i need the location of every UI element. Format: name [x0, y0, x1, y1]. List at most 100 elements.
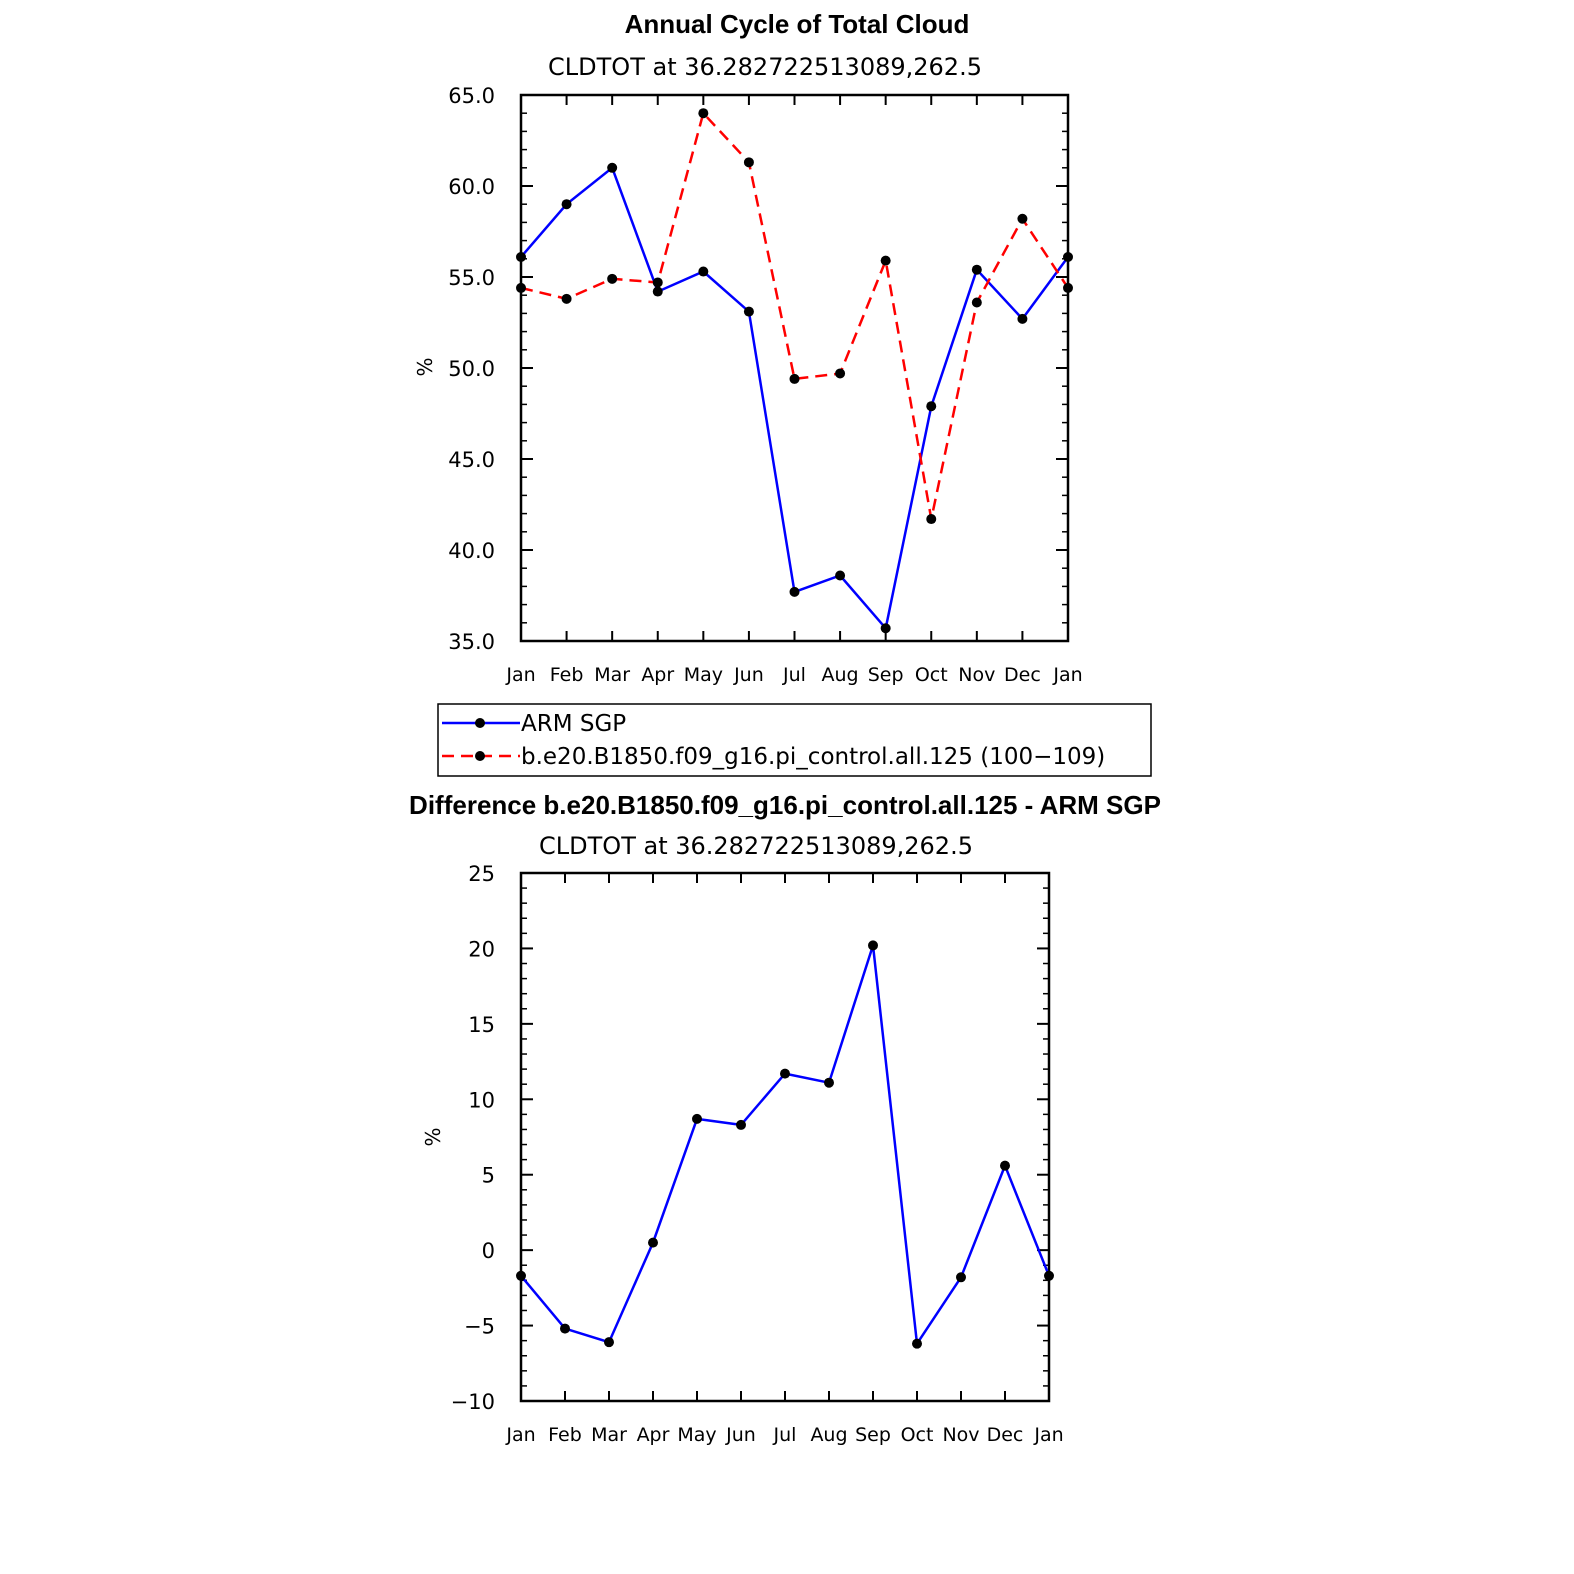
x-tick-label: Jan	[1052, 664, 1082, 686]
data-point	[692, 1113, 702, 1124]
y-tick-label: 20	[468, 937, 495, 961]
x-tick-label: Sep	[868, 664, 904, 686]
legend-marker-model	[475, 751, 485, 761]
data-point	[880, 623, 891, 634]
legend-label-model: b.e20.B1850.f09_g16.pi_control.all.125 (…	[521, 744, 1105, 770]
data-point	[736, 1119, 746, 1130]
data-point	[607, 273, 618, 284]
x-tick-label: Aug	[822, 664, 859, 686]
data-marks	[516, 940, 1054, 1349]
data-point	[743, 306, 754, 317]
x-tick-label: Apr	[641, 664, 674, 686]
y-tick-label: 45.0	[448, 448, 495, 472]
y-tick-label: −5	[464, 1315, 495, 1339]
data-point	[516, 1270, 526, 1281]
series-line	[520, 165, 1070, 632]
x-tick-label: Sep	[855, 1424, 891, 1446]
y-tick-label: 35.0	[448, 630, 495, 654]
data-point	[789, 373, 800, 384]
x-tick-label: Oct	[915, 664, 948, 686]
legend: ARM SGP b.e20.B1850.f09_g16.pi_control.a…	[437, 703, 1152, 777]
data-point	[743, 157, 754, 168]
data-point	[868, 940, 878, 951]
plot-frame	[519, 871, 1051, 1403]
y-tick-label: 65.0	[448, 84, 495, 108]
chart-subtitle: CLDTOT at 36.282722513089,262.5	[539, 832, 973, 860]
data-point	[789, 586, 800, 597]
data-point	[926, 401, 937, 412]
data-point	[648, 1237, 658, 1248]
x-tick-label: May	[684, 664, 723, 686]
data-point	[824, 1077, 834, 1088]
data-point	[561, 293, 572, 304]
x-tick-label: Feb	[548, 1424, 582, 1446]
data-point	[698, 266, 709, 277]
y-tick-label: 50.0	[448, 357, 495, 381]
y-tick-label: 55.0	[448, 266, 495, 290]
data-point	[698, 108, 709, 119]
chart-title: Annual Cycle of Total Cloud	[625, 9, 970, 39]
data-point	[516, 282, 526, 293]
x-tick-label: Jan	[505, 664, 535, 686]
plot-frame	[519, 93, 1070, 643]
x-tick-label: Mar	[591, 1424, 627, 1446]
y-tick-label: 40.0	[448, 539, 495, 563]
data-point	[780, 1068, 790, 1079]
x-tick-label: Jul	[773, 1424, 797, 1446]
y-axis-label: %	[413, 357, 437, 376]
data-point	[561, 199, 572, 210]
x-tick-label: Jun	[725, 1424, 756, 1446]
chart-subtitle: CLDTOT at 36.282722513089,262.5	[548, 53, 982, 81]
data-point	[560, 1323, 570, 1334]
data-point	[956, 1272, 966, 1283]
legend-marker-arm-sgp	[475, 718, 485, 728]
x-tick-label: Feb	[550, 664, 584, 686]
axis-ticks: Jan Feb Mar Apr May Jun Jul Aug Sep Oct Nov Dec Jan 3…	[448, 84, 1082, 686]
data-point	[926, 514, 937, 525]
data-marks	[516, 108, 1073, 634]
y-tick-label: 15	[468, 1013, 495, 1037]
x-tick-label: Aug	[810, 1424, 847, 1446]
data-point	[1063, 251, 1073, 262]
x-tick-label: Dec	[987, 1424, 1024, 1446]
data-point	[971, 264, 982, 275]
data-point	[880, 255, 891, 266]
legend-box	[437, 703, 1152, 777]
y-tick-label: 5	[482, 1164, 495, 1188]
data-point	[652, 286, 663, 297]
data-point	[835, 368, 846, 379]
axis-ticks: Jan Feb Mar Apr May Jun Jul Aug Sep Oct Nov Dec Jan−…	[451, 862, 1064, 1446]
x-tick-label: Jan	[505, 1424, 535, 1446]
data-point	[607, 162, 618, 173]
x-tick-label: Apr	[637, 1424, 670, 1446]
data-point	[971, 297, 982, 308]
y-tick-label: 60.0	[448, 175, 495, 199]
legend-label-arm-sgp: ARM SGP	[521, 711, 626, 737]
difference-chart: Difference b.e20.B1850.f09_g16.pi_contro…	[409, 790, 1161, 1446]
x-tick-label: Jan	[1033, 1424, 1063, 1446]
data-point	[1044, 1270, 1054, 1281]
x-tick-label: Nov	[958, 664, 995, 686]
y-tick-label: −10	[451, 1390, 495, 1414]
x-tick-label: Oct	[901, 1424, 934, 1446]
chart-title: Difference b.e20.B1850.f09_g16.pi_contro…	[409, 790, 1161, 820]
data-point	[604, 1337, 614, 1348]
data-point	[835, 570, 846, 581]
series-line	[520, 945, 1051, 1348]
data-point	[652, 277, 663, 288]
data-point	[516, 251, 526, 262]
annual-cycle-chart: Annual Cycle of Total Cloud CLDTOT at 36…	[413, 9, 1152, 777]
data-point	[1063, 282, 1073, 293]
x-tick-label: Dec	[1004, 664, 1041, 686]
x-tick-label: May	[677, 1424, 716, 1446]
y-axis-label: %	[421, 1127, 445, 1146]
y-tick-label: 25	[468, 862, 495, 886]
y-tick-label: 0	[482, 1239, 495, 1263]
data-point	[1000, 1160, 1010, 1171]
x-tick-label: Mar	[594, 664, 630, 686]
data-point	[1017, 213, 1028, 224]
x-tick-label: Nov	[942, 1424, 979, 1446]
x-tick-label: Jul	[782, 664, 806, 686]
x-tick-label: Jun	[733, 664, 764, 686]
